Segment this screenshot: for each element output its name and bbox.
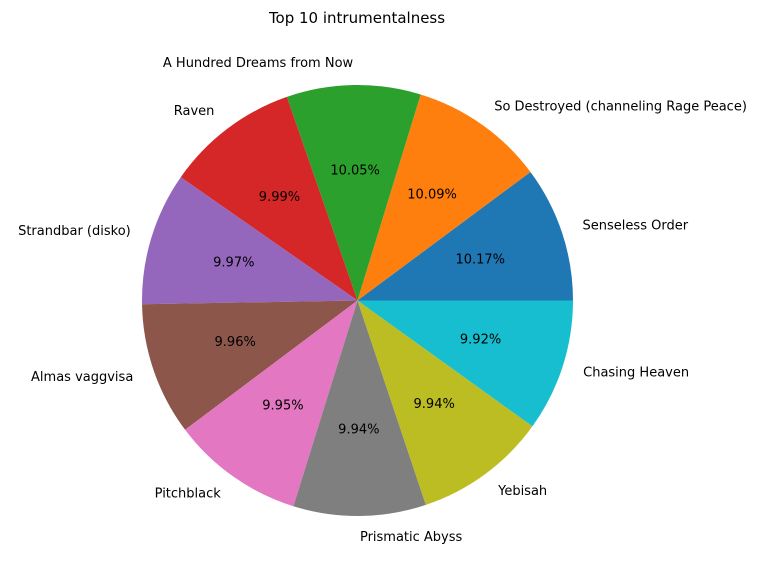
slice-label-prismatic-abyss: Prismatic Abyss xyxy=(360,530,463,545)
slice-label-so-destroyed-channeling-rage-peace: So Destroyed (channeling Rage Peace) xyxy=(494,99,747,114)
slice-percent-raven: 9.99% xyxy=(259,190,300,205)
pie-slice-pitchblack xyxy=(185,300,358,507)
pie-slice-raven xyxy=(180,96,358,301)
slice-percent-chasing-heaven: 9.92% xyxy=(460,333,501,348)
pie-slice-yebisah xyxy=(357,300,533,505)
pie-slice-almas-vaggvisa xyxy=(142,300,358,430)
pie-slice-chasing-heaven xyxy=(357,300,573,427)
pie-slice-so-destroyed-channeling-rage-peace xyxy=(357,94,531,301)
pie-slice-senseless-order xyxy=(357,171,573,301)
pie-labels: Senseless Order 10.17% So Destroyed (chann… xyxy=(18,56,747,545)
slice-percent-yebisah: 9.94% xyxy=(414,397,455,412)
chart-title: Top 10 intrumentalness xyxy=(268,9,445,27)
slice-label-yebisah: Yebisah xyxy=(497,484,547,499)
slice-percent-prismatic-abyss: 9.94% xyxy=(338,422,379,437)
slice-percent-senseless-order: 10.17% xyxy=(455,252,505,267)
slice-label-senseless-order: Senseless Order xyxy=(583,219,689,234)
slice-percent-strandbar-disko: 9.97% xyxy=(213,255,254,270)
pie-slices xyxy=(142,85,573,516)
slice-label-pitchblack: Pitchblack xyxy=(155,487,222,502)
slice-percent-so-destroyed-channeling-rage-peace: 10.09% xyxy=(407,187,457,202)
slice-label-strandbar-disko: Strandbar (disko) xyxy=(18,224,131,239)
pie-slice-prismatic-abyss xyxy=(293,300,426,516)
pie-slice-a-hundred-dreams-from-now xyxy=(286,85,421,301)
pie-slice-strandbar-disko xyxy=(142,177,358,305)
slice-label-a-hundred-dreams-from-now: A Hundred Dreams from Now xyxy=(163,56,354,71)
slice-percent-almas-vaggvisa: 9.96% xyxy=(215,335,256,350)
slice-label-chasing-heaven: Chasing Heaven xyxy=(583,366,689,381)
slice-label-almas-vaggvisa: Almas vaggvisa xyxy=(31,370,133,385)
slice-percent-pitchblack: 9.95% xyxy=(262,399,303,414)
slice-percent-a-hundred-dreams-from-now: 10.05% xyxy=(330,164,380,179)
slice-label-raven: Raven xyxy=(174,104,215,119)
